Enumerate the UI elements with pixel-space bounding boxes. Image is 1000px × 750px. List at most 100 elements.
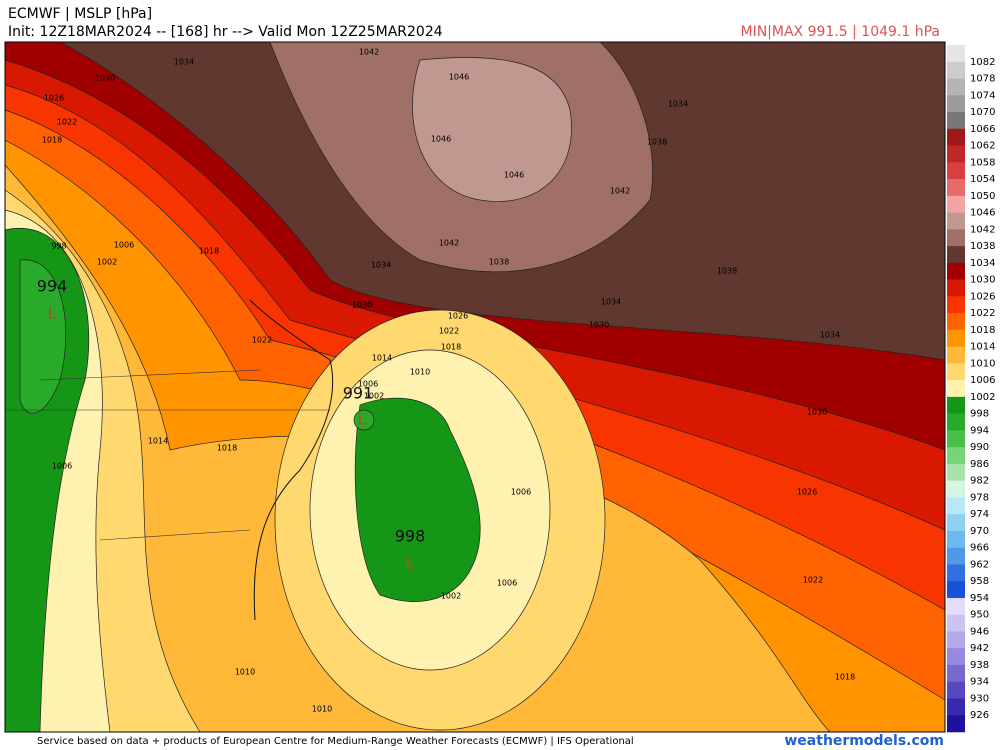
contour-label: 1026 (448, 312, 468, 321)
contour-label: 1018 (835, 673, 855, 682)
colorbar-swatch (947, 128, 965, 146)
colorbar-label: 950 (970, 610, 989, 621)
contour-label: 1022 (439, 327, 459, 336)
colorbar-swatch (947, 581, 965, 599)
colorbar-swatch (947, 530, 965, 548)
contour-label: 1006 (358, 380, 378, 389)
colorbar-swatch (947, 61, 965, 79)
contour-label: 1014 (148, 437, 168, 446)
contour-label: 1034 (174, 58, 194, 67)
colorbar-swatch (947, 212, 965, 230)
colorbar-swatch (947, 447, 965, 465)
colorbar-label: 978 (970, 492, 989, 503)
contour-label: 1046 (504, 171, 524, 180)
colorbar-label: 1058 (970, 157, 995, 168)
colorbar-label: 954 (970, 593, 989, 604)
colorbar-label: 930 (970, 693, 989, 704)
colorbar-label: 946 (970, 626, 989, 637)
colorbar-label: 994 (970, 425, 989, 436)
colorbar-label: 1082 (970, 57, 995, 68)
center-symbol: L (406, 554, 415, 573)
colorbar-swatch (947, 95, 965, 113)
colorbar-swatch (947, 329, 965, 347)
contour-label: 1042 (359, 48, 379, 57)
colorbar-label: 962 (970, 559, 989, 570)
contour-label: 1038 (647, 138, 667, 147)
contour-label: 1034 (820, 331, 840, 340)
colorbar-label: 1038 (970, 241, 995, 252)
colorbar-swatch (947, 179, 965, 197)
colorbar-label: 1006 (970, 375, 995, 386)
colorbar-label: 1054 (970, 174, 995, 185)
colorbar-swatch (947, 396, 965, 414)
colorbar-label: 1034 (970, 258, 995, 269)
colorbar-label: 1030 (970, 275, 995, 286)
contour-label: 1022 (252, 336, 272, 345)
center-value: 998 (395, 527, 426, 546)
contour-label: 1026 (44, 94, 64, 103)
center-value: 994 (37, 277, 68, 296)
colorbar-label: 966 (970, 543, 989, 554)
contour-label: 1038 (489, 258, 509, 267)
colorbar-label: 974 (970, 509, 989, 520)
contour-label: 1042 (610, 187, 630, 196)
colorbar-swatch (947, 246, 965, 264)
center-symbol: L (48, 304, 57, 323)
colorbar: 1082 1078 1074 1070 1066 1062 1058 1054 1050 1046… (947, 45, 995, 733)
contour-label: 1038 (717, 267, 737, 276)
colorbar-label: 938 (970, 660, 989, 671)
subtitle: Init: 12Z18MAR2024 -- [168] hr --> Valid… (8, 24, 443, 40)
colorbar-label: 998 (970, 409, 989, 420)
contour-label: 1006 (497, 579, 517, 588)
colorbar-swatch (947, 279, 965, 297)
contour-label: 1030 (589, 321, 609, 330)
contour-label: 1006 (114, 241, 134, 250)
colorbar-swatch (947, 564, 965, 582)
colorbar-label: 942 (970, 643, 989, 654)
colorbar-label: 1018 (970, 325, 995, 336)
colorbar-swatch (947, 229, 965, 247)
contour-label: 1018 (441, 343, 461, 352)
colorbar-swatch (947, 514, 965, 532)
colorbar-label: 986 (970, 459, 989, 470)
contour-label: 1006 (52, 462, 72, 471)
colorbar-label: 1078 (970, 74, 995, 85)
brand: weathermodels.com (784, 733, 944, 749)
contour-label: 1030 (95, 74, 115, 83)
colorbar-label: 1002 (970, 392, 995, 403)
colorbar-swatch (947, 631, 965, 649)
colorbar-swatch (947, 313, 965, 331)
contour-label: 1010 (235, 668, 255, 677)
colorbar-label: 1014 (970, 342, 995, 353)
colorbar-swatch (947, 664, 965, 683)
colorbar-label: 1046 (970, 208, 995, 219)
contour-label: 1002 (97, 258, 117, 267)
contour-label: 1002 (364, 392, 384, 401)
credit: Service based on data + products of Euro… (37, 736, 634, 747)
contour-label: 1006 (511, 488, 531, 497)
title: ECMWF | MSLP [hPa] (8, 6, 152, 22)
contour-label: 1018 (42, 136, 62, 145)
colorbar-swatch (947, 78, 965, 96)
colorbar-swatch (947, 262, 965, 280)
colorbar-swatch (947, 648, 965, 666)
colorbar-swatch (947, 363, 965, 381)
colorbar-swatch (947, 715, 965, 733)
contour-label: 1034 (601, 298, 621, 307)
contour-label: 1022 (803, 576, 823, 585)
colorbar-label: 982 (970, 476, 989, 487)
colorbar-label: 1010 (970, 358, 995, 369)
contour-label: 1010 (410, 368, 430, 377)
colorbar-label: 1062 (970, 141, 995, 152)
colorbar-swatch (947, 346, 965, 364)
contour-label: 1018 (217, 444, 237, 453)
map (5, 42, 945, 732)
map-frame (4, 41, 946, 733)
pressure-centers: 994 L 991 L 998 L (37, 277, 426, 573)
colorbar-swatch (947, 162, 965, 180)
contour-label: 1026 (797, 488, 817, 497)
colorbar-label: 926 (970, 710, 989, 721)
colorbar-label: 1066 (970, 124, 995, 135)
colorbar-swatch (947, 497, 965, 515)
